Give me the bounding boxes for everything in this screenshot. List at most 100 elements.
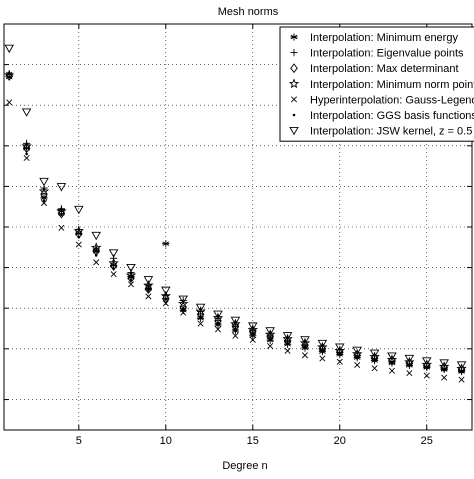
data-point [164, 297, 168, 301]
data-point [38, 185, 50, 196]
data-point [317, 341, 328, 352]
data-point [74, 205, 84, 215]
x-tick-label: 5 [76, 435, 82, 447]
data-point [423, 360, 431, 371]
data-point [161, 286, 171, 296]
data-point [7, 75, 11, 79]
series-cross [6, 99, 465, 383]
data-point [388, 355, 396, 366]
data-point [94, 254, 98, 257]
series-triangle-down [4, 44, 467, 370]
x-axis-label: Degree n [222, 460, 267, 472]
data-point [77, 235, 81, 239]
data-point [56, 205, 67, 216]
data-point [248, 322, 258, 331]
data-point [91, 242, 102, 253]
data-point [108, 249, 119, 258]
data-point [147, 289, 150, 292]
legend-label: Interpolation: Minimum energy [310, 32, 458, 44]
data-point [247, 324, 258, 335]
data-point [60, 213, 63, 217]
data-point [423, 372, 430, 379]
data-point [352, 346, 362, 356]
data-point [162, 240, 170, 248]
data-point [23, 154, 30, 161]
data-point [390, 361, 394, 364]
legend-marker [288, 78, 300, 89]
data-point [301, 352, 308, 359]
data-point [440, 362, 448, 373]
chart-title: Mesh norms [218, 6, 279, 18]
data-point [25, 152, 28, 156]
series-dot [7, 75, 463, 373]
data-point [317, 339, 328, 349]
data-point [143, 280, 154, 290]
data-point [91, 231, 101, 241]
data-point [125, 269, 137, 280]
legend-label: Interpolation: GGS basis functions [310, 110, 474, 122]
data-point [303, 345, 307, 349]
data-point [406, 370, 413, 377]
data-point [199, 315, 202, 318]
data-point [4, 44, 14, 54]
data-point [421, 357, 432, 366]
data-point [388, 367, 395, 374]
data-point [456, 361, 467, 370]
data-point [42, 199, 46, 202]
data-point [40, 200, 48, 207]
data-point [338, 352, 342, 355]
data-point [178, 298, 189, 309]
x-tick-label: 15 [247, 435, 259, 447]
data-point [234, 327, 237, 330]
x-tick-label: 10 [160, 435, 172, 447]
data-point [21, 108, 32, 117]
x-tick-label: 25 [421, 435, 433, 447]
data-point [213, 310, 223, 319]
data-point [195, 305, 206, 316]
data-point [93, 259, 100, 266]
data-point [387, 352, 397, 361]
data-point [230, 316, 241, 326]
data-point [6, 99, 13, 106]
data-point [214, 326, 222, 333]
legend-marker [289, 126, 299, 136]
data-point [181, 306, 185, 310]
data-point [5, 71, 13, 81]
data-point [282, 333, 293, 344]
data-point [195, 303, 206, 313]
data-point [335, 343, 345, 352]
data-point [373, 358, 376, 362]
data-point [336, 358, 343, 365]
data-point [355, 355, 359, 359]
data-point [216, 321, 220, 325]
data-point [112, 267, 115, 270]
data-point [197, 320, 204, 327]
data-point [369, 349, 380, 358]
legend-label: Interpolation: Eigenvalue points [310, 48, 464, 60]
data-point [178, 295, 188, 304]
data-point [282, 332, 293, 341]
legend-label: Interpolation: Minimum norm points [310, 79, 474, 91]
x-tick-label: 20 [334, 435, 346, 447]
data-point [284, 347, 291, 354]
data-point [441, 374, 448, 381]
legend-label: Interpolation: JSW kernel, z = 0.5 [310, 126, 472, 138]
data-point [408, 363, 411, 367]
data-point [75, 241, 82, 248]
data-point [439, 359, 449, 368]
data-point [405, 358, 414, 368]
data-point [319, 355, 326, 362]
data-point [212, 312, 224, 323]
data-point [39, 177, 49, 187]
legend-label: Hyperinterpolation: Gauss-Legendre [310, 94, 474, 106]
data-point [143, 276, 154, 285]
data-point [458, 376, 465, 383]
data-point [127, 281, 135, 288]
data-point [145, 293, 152, 300]
data-point [73, 225, 84, 236]
data-point [442, 367, 446, 371]
data-point [56, 183, 67, 192]
legend-label: Interpolation: Max determinant [310, 63, 459, 75]
